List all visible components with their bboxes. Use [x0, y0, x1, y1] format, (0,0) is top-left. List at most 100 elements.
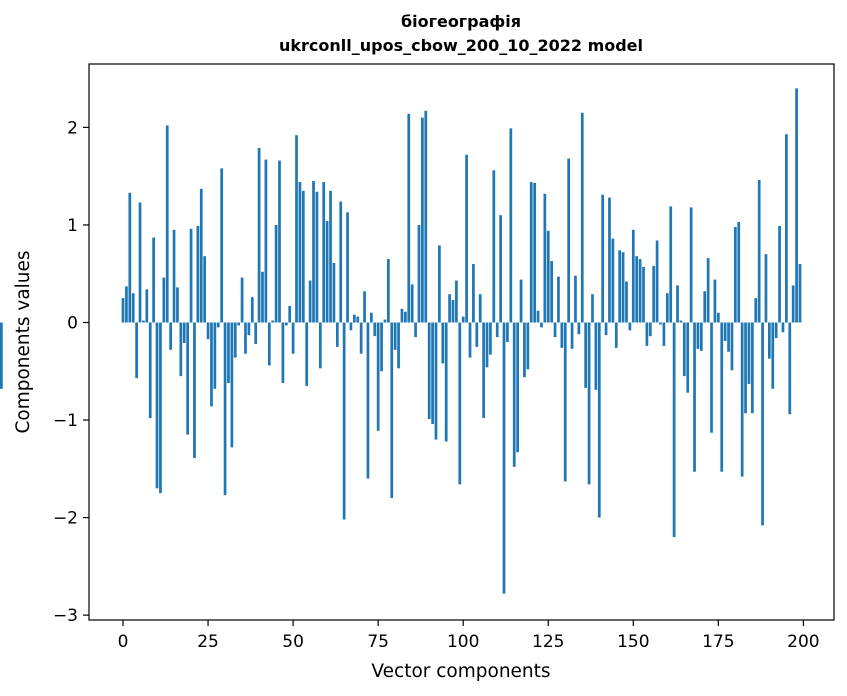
y-tick-label: 2 [67, 118, 78, 138]
bar [659, 322, 662, 325]
bar [155, 322, 159, 489]
bar [121, 298, 125, 323]
bar [543, 193, 547, 323]
bar [523, 322, 526, 378]
chart-subtitle: ukrconll_upos_cbow_200_10_2022 model [279, 36, 643, 55]
bar [737, 222, 741, 323]
bar [546, 230, 550, 323]
bars-group [0, 88, 802, 594]
bar [710, 322, 713, 433]
bar [448, 294, 451, 323]
bar [315, 191, 319, 323]
bar [597, 322, 601, 518]
bar [438, 245, 441, 323]
bar [404, 311, 407, 323]
bar [189, 228, 193, 323]
x-axis-label: Vector components [371, 661, 550, 682]
bar [281, 322, 285, 383]
bar [519, 279, 523, 323]
bar [540, 322, 543, 328]
bar [138, 202, 142, 323]
bar [628, 322, 632, 331]
bar [298, 182, 302, 323]
bar [557, 276, 560, 323]
bar [625, 281, 628, 323]
bar [614, 322, 618, 348]
bar [199, 188, 203, 323]
x-tick-label: 50 [282, 632, 304, 652]
bar [162, 277, 166, 323]
bar [318, 322, 322, 369]
bar [730, 322, 734, 371]
bar [553, 322, 557, 338]
bar [335, 322, 339, 347]
bar [771, 322, 775, 389]
bar [216, 322, 220, 328]
bar [635, 256, 639, 323]
bar [465, 154, 468, 323]
x-axis-ticks: 0 25 50 75 100 125 150 175 200 [118, 620, 820, 652]
bar [376, 322, 380, 431]
bar [764, 254, 768, 323]
x-tick-label: 200 [787, 632, 819, 652]
bar [713, 279, 717, 323]
bar [655, 240, 659, 323]
bar [250, 297, 254, 323]
bar [349, 322, 353, 331]
bar [669, 206, 673, 323]
bar [254, 322, 258, 344]
bar [291, 322, 295, 354]
bar [342, 322, 346, 520]
bar [682, 322, 686, 377]
bar [665, 293, 669, 323]
bar [393, 322, 397, 350]
bar [0, 322, 3, 389]
bar [642, 266, 645, 323]
bar [213, 322, 217, 389]
bar [662, 322, 666, 346]
bar [529, 182, 533, 323]
bar [781, 322, 785, 333]
bar [240, 277, 244, 323]
bar [720, 322, 724, 472]
bar [261, 271, 264, 323]
x-tick-label: 25 [197, 632, 219, 652]
bar [693, 322, 696, 472]
bar [152, 237, 155, 323]
bar [230, 322, 234, 448]
bar [798, 263, 802, 323]
bar [339, 201, 343, 323]
bar [645, 322, 649, 346]
bar [509, 128, 513, 323]
bar [142, 320, 145, 323]
bar [227, 322, 230, 383]
chart-title: біогеографія [401, 12, 521, 31]
bar [135, 322, 138, 379]
bar [740, 322, 744, 477]
bar [387, 259, 390, 323]
bar [400, 308, 404, 323]
bar [706, 258, 710, 323]
bar [373, 322, 377, 337]
bar [301, 190, 305, 323]
bar [172, 229, 176, 323]
y-tick-label: 0 [67, 313, 78, 333]
bar [638, 259, 642, 323]
y-tick-label: −1 [53, 411, 78, 431]
bar [774, 322, 778, 339]
bar [237, 322, 241, 326]
bar [499, 215, 502, 323]
bar [424, 110, 428, 323]
bar [516, 322, 519, 453]
x-tick-label: 175 [702, 632, 734, 652]
bar [203, 256, 207, 323]
bar [125, 286, 128, 323]
y-axis-ticks: −3 −2 −1 0 1 2 [53, 118, 89, 626]
bar [587, 322, 591, 485]
bar [308, 280, 312, 323]
bar [672, 322, 676, 538]
bar [536, 310, 540, 323]
bar [390, 322, 394, 499]
bar [305, 322, 309, 386]
